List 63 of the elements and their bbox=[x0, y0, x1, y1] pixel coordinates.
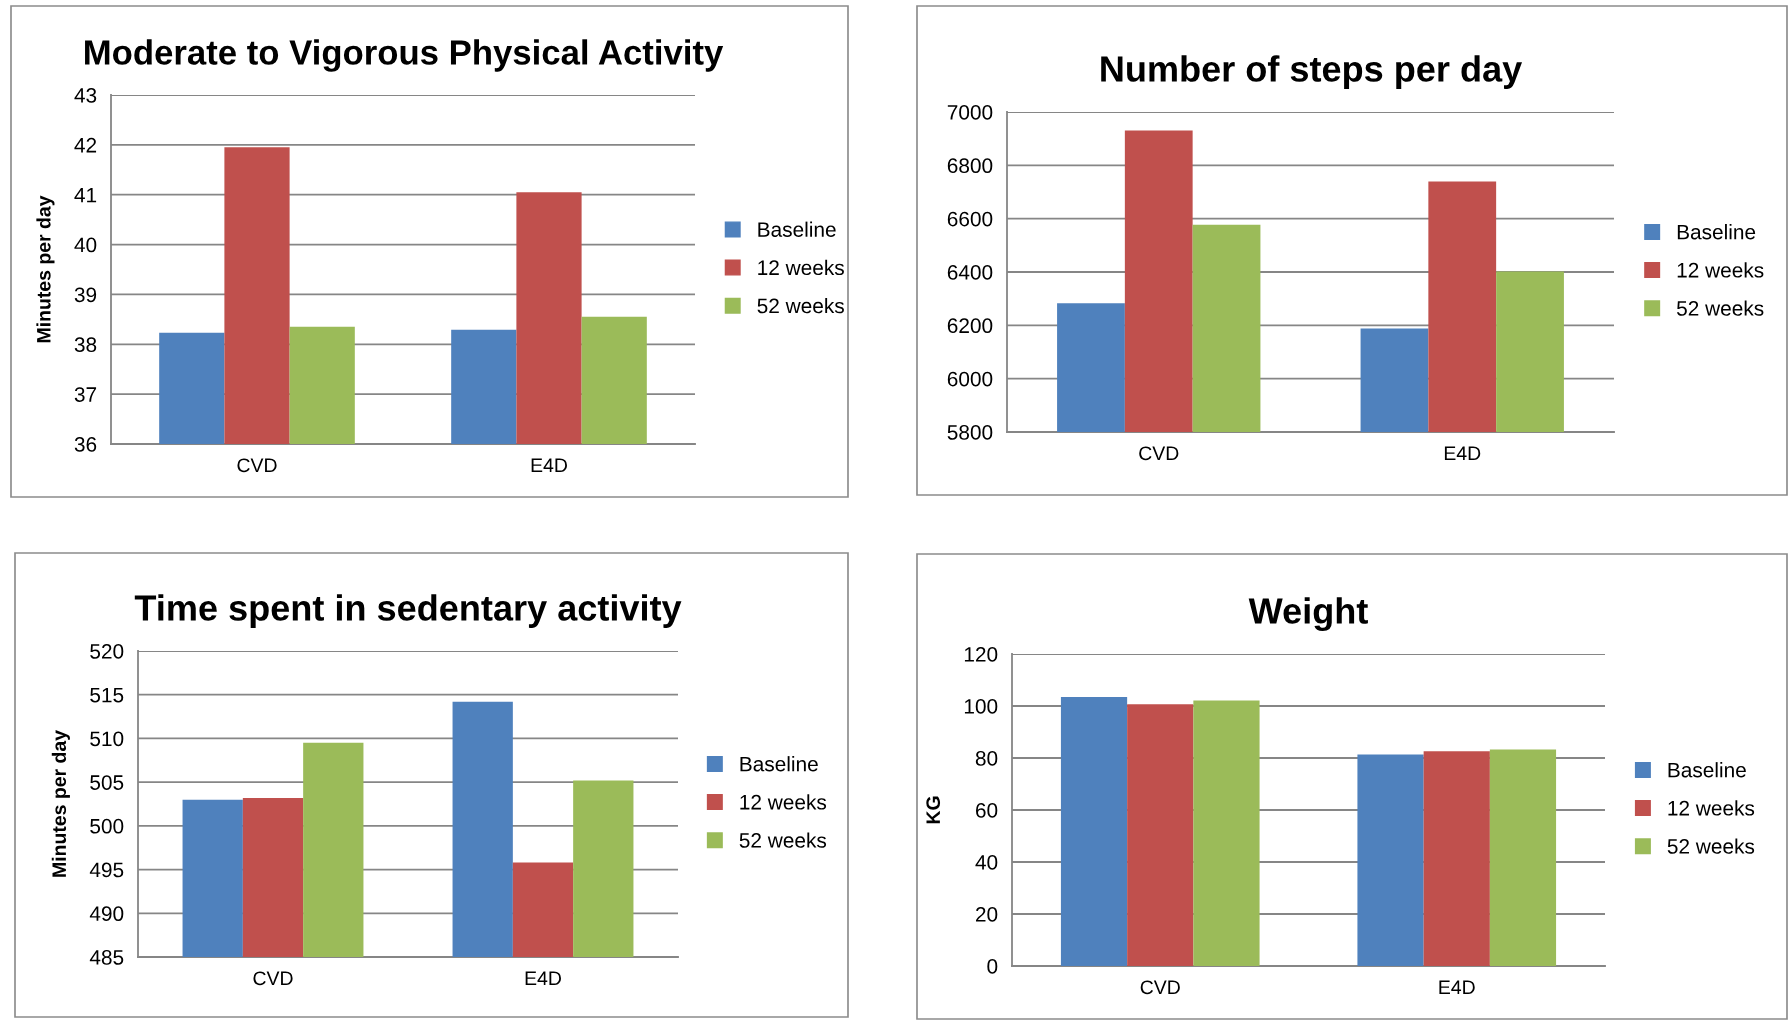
legend-label: Baseline bbox=[1677, 224, 1756, 240]
chart-title: Time spent in sedentary activity bbox=[134, 594, 682, 628]
y-tick-label: 37 bbox=[74, 387, 97, 402]
y-tick-label: 36 bbox=[74, 437, 97, 452]
legend-label: 12 weeks bbox=[740, 794, 827, 810]
y-tick-label: 0 bbox=[987, 959, 998, 974]
y-tick-label: 495 bbox=[89, 862, 124, 878]
y-tick-label: 39 bbox=[74, 287, 97, 303]
y-tick-label: 80 bbox=[975, 751, 998, 766]
x-tick-label: E4D bbox=[525, 971, 561, 985]
y-tick-label: 485 bbox=[89, 950, 124, 965]
x-tick-label: E4D bbox=[531, 458, 567, 472]
y-tick-label: 515 bbox=[90, 687, 124, 703]
y-tick-label: 41 bbox=[74, 187, 97, 203]
y-tick-label: 43 bbox=[74, 88, 97, 103]
y-tick-label: 40 bbox=[975, 855, 998, 870]
y-tick-label: 20 bbox=[975, 907, 998, 922]
y-tick-label: 6000 bbox=[947, 371, 993, 387]
legend-label: 52 weeks bbox=[1676, 300, 1764, 316]
legend-label: 12 weeks bbox=[1677, 262, 1764, 278]
y-tick-label: 510 bbox=[90, 731, 124, 747]
legend-label: 52 weeks bbox=[1667, 838, 1755, 854]
legend-label: 12 weeks bbox=[1668, 800, 1755, 816]
x-tick-label: E4D bbox=[1439, 980, 1475, 994]
bar bbox=[1060, 696, 1128, 966]
y-tick-label: 5800 bbox=[947, 425, 993, 440]
y-tick-label: 100 bbox=[964, 699, 998, 714]
y-tick-label: 490 bbox=[89, 906, 124, 922]
bar bbox=[1193, 700, 1260, 966]
y-axis-title: Minutes per day bbox=[36, 195, 55, 343]
legend-label: Baseline bbox=[1668, 762, 1746, 778]
y-tick-label: 38 bbox=[74, 337, 97, 353]
legend-label: 52 weeks bbox=[757, 297, 844, 314]
legend-label: Baseline bbox=[758, 221, 836, 237]
legend-label: 12 weeks bbox=[758, 259, 844, 276]
chart-title: Number of steps per day bbox=[1101, 55, 1523, 89]
y-tick-label: 42 bbox=[74, 137, 97, 153]
bar bbox=[1127, 704, 1194, 966]
x-tick-label: CVD bbox=[237, 458, 277, 473]
y-tick-label: 520 bbox=[90, 644, 124, 659]
bar bbox=[1489, 749, 1557, 966]
y-tick-label: 6200 bbox=[947, 318, 993, 334]
legend-label: Baseline bbox=[740, 756, 818, 772]
y-tick-label: 120 bbox=[964, 647, 998, 662]
y-tick-label: 500 bbox=[90, 818, 124, 834]
bar bbox=[1423, 751, 1490, 966]
y-tick-label: 40 bbox=[74, 237, 97, 253]
x-tick-label: E4D bbox=[1444, 446, 1481, 460]
y-tick-label: 6800 bbox=[947, 158, 993, 174]
bar bbox=[1357, 754, 1424, 966]
y-tick-label: 7000 bbox=[947, 105, 993, 120]
y-tick-label: 505 bbox=[90, 775, 124, 790]
x-tick-label: CVD bbox=[1140, 980, 1180, 995]
y-axis-title: Minutes per day bbox=[51, 730, 70, 877]
chart-title: Weight bbox=[1248, 597, 1368, 632]
y-axis-title: KG bbox=[926, 796, 941, 824]
chart-title: Moderate to Vigorous Physical Activity bbox=[85, 39, 724, 72]
y-tick-label: 60 bbox=[976, 803, 998, 818]
x-tick-label: CVD bbox=[1139, 446, 1179, 461]
legend-label: 52 weeks bbox=[739, 832, 827, 848]
y-tick-label: 6600 bbox=[947, 211, 993, 227]
x-tick-label: CVD bbox=[253, 971, 293, 986]
y-tick-label: 6400 bbox=[947, 265, 993, 280]
